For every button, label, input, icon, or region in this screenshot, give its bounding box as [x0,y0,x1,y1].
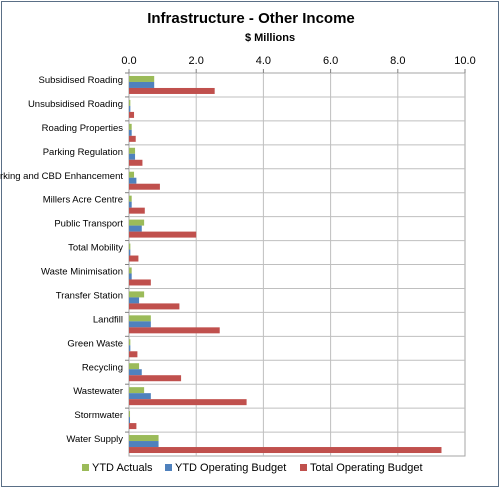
x-tick-label: 0.0 [121,55,136,67]
x-tick-label: 8.0 [390,55,405,67]
bar-total-operating-budget [129,375,182,382]
bar-total-operating-budget [129,327,220,334]
bar-ytd-operating-budget [129,369,142,376]
bar-total-operating-budget [129,423,137,430]
category-label: Wastewater [73,386,123,397]
bar-ytd-operating-budget [129,225,142,232]
bar-ytd-operating-budget [129,441,159,448]
bar-total-operating-budget [129,447,442,454]
category-label: Waste Minimisation [41,267,123,278]
category-label: Transfer Station [56,290,123,301]
bar-ytd-actuals [129,291,145,298]
bar-ytd-operating-budget [129,201,132,208]
bar-ytd-operating-budget [129,81,155,88]
category-label: Green Waste [67,338,123,349]
bar-total-operating-budget [129,399,247,406]
bar-total-operating-budget [129,87,215,94]
bar-ytd-actuals [129,75,155,82]
bar-total-operating-budget [129,303,180,310]
legend-swatch [300,464,307,471]
category-label: Roading Properties [42,123,124,134]
category-label: Unsubsidised Roading [28,99,123,110]
category-label: Total Mobility [68,243,123,254]
bar-total-operating-budget [129,159,143,166]
bar-ytd-actuals [129,339,131,346]
bar-ytd-actuals [129,411,131,418]
bar-total-operating-budget [129,207,145,214]
category-label: Landfill [93,314,123,325]
bar-total-operating-budget [129,231,197,238]
category-label: Stormwater [74,410,123,421]
legend-label: YTD Actuals [92,462,153,474]
bar-ytd-operating-budget [129,153,136,160]
bar-total-operating-budget [129,135,136,142]
bar-total-operating-budget [129,111,135,118]
bar-ytd-actuals [129,363,140,370]
bar-ytd-actuals [129,99,131,106]
bar-ytd-operating-budget [129,273,132,280]
bar-ytd-actuals [129,171,135,178]
category-label: Parking Regulation [43,147,123,158]
bar-ytd-operating-budget [129,249,131,256]
bar-ytd-actuals [129,219,145,226]
bar-ytd-operating-budget [129,105,131,112]
x-tick-label: 2.0 [189,55,204,67]
bar-ytd-operating-budget [129,393,151,400]
bar-ytd-operating-budget [129,177,137,184]
bar-ytd-operating-budget [129,417,131,424]
category-label: Recycling [82,362,123,373]
bar-ytd-operating-budget [129,321,151,328]
legend-label: Total Operating Budget [310,462,423,474]
bar-ytd-operating-budget [129,345,131,352]
x-tick-label: 6.0 [323,55,338,67]
bar-ytd-actuals [129,387,145,394]
category-label: Parking and CBD Enhancement [0,171,123,182]
bar-total-operating-budget [129,255,139,262]
bar-ytd-actuals [129,195,132,202]
legend-swatch [165,464,172,471]
bar-ytd-actuals [129,243,131,250]
bar-ytd-actuals [129,267,132,274]
bar-total-operating-budget [129,351,138,358]
bar-ytd-actuals [129,435,159,442]
legend-swatch [82,464,89,471]
bar-ytd-operating-budget [129,129,132,136]
category-label: Water Supply [66,434,123,445]
category-label: Millers Acre Centre [43,195,123,206]
category-label: Subsidised Roading [38,75,123,86]
x-tick-label: 4.0 [256,55,271,67]
bar-ytd-actuals [129,123,132,130]
chart-subtitle: $ Millions [244,32,296,44]
bar-total-operating-budget [129,279,151,286]
bar-ytd-actuals [129,147,136,154]
category-label: Public Transport [54,219,123,230]
legend-label: YTD Operating Budget [175,462,286,474]
bar-ytd-operating-budget [129,297,140,304]
bar-ytd-actuals [129,315,151,322]
chart-title: Infrastructure - Other Income [147,10,355,27]
x-tick-label: 10.0 [454,55,475,67]
bar-total-operating-budget [129,183,160,190]
